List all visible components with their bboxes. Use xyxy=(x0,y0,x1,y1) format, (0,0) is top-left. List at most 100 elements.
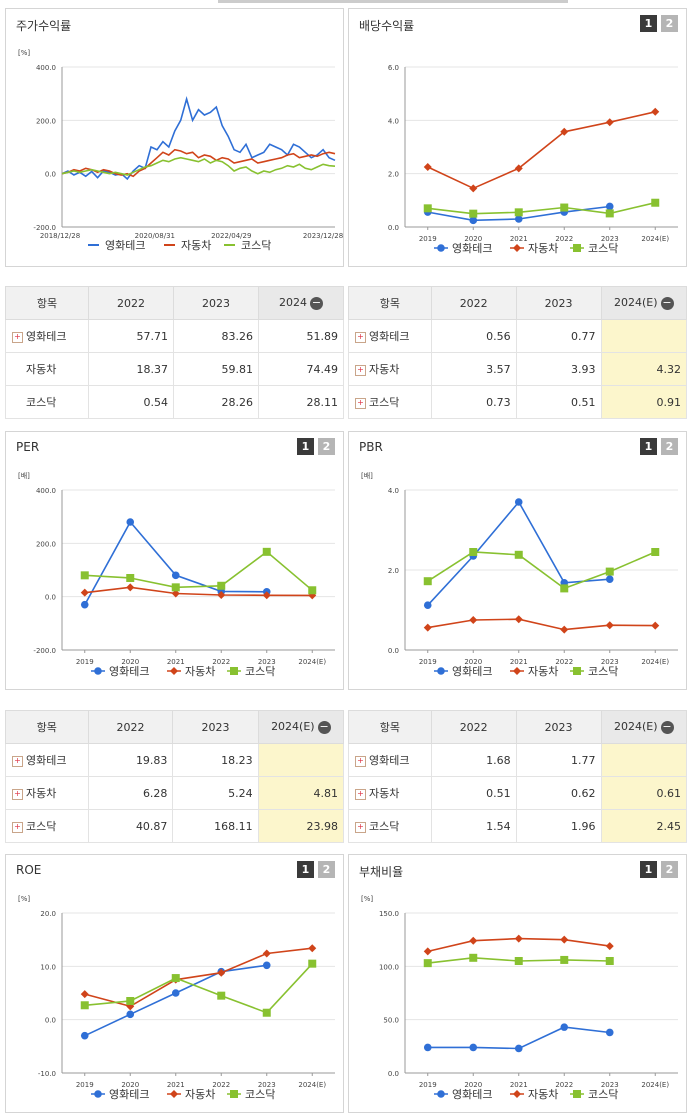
row-name[interactable]: + 코스닥 xyxy=(5,809,89,843)
data-point xyxy=(560,625,569,634)
row-name[interactable]: + 코스닥 xyxy=(348,809,432,843)
data-point xyxy=(80,1001,89,1010)
tab-2[interactable]: 2 xyxy=(318,438,335,455)
row-name[interactable]: + 영화테크 xyxy=(348,319,432,353)
table-cell: 28.11 xyxy=(257,385,345,419)
tab-1[interactable]: 1 xyxy=(640,438,657,455)
legend-label: 자동차 xyxy=(185,665,215,678)
table-cell: 83.26 xyxy=(172,319,259,353)
data-point xyxy=(605,1028,614,1037)
expand-icon[interactable]: + xyxy=(12,755,23,767)
tab-1[interactable]: 1 xyxy=(297,438,314,455)
tab-1[interactable]: 1 xyxy=(297,861,314,878)
x-tick-label: 2020 xyxy=(464,235,482,243)
data-point xyxy=(651,198,660,207)
table-cell: 2.45 xyxy=(600,809,687,843)
data-point xyxy=(217,581,226,590)
table-cell: 0.54 xyxy=(87,385,174,419)
row-name[interactable]: + 자동차 xyxy=(5,776,89,810)
expand-icon[interactable]: + xyxy=(12,788,23,800)
table-header-cell: 2022 xyxy=(430,710,517,744)
row-name[interactable]: + 자동차 xyxy=(348,776,432,810)
data-point xyxy=(469,953,478,962)
table-header-cell: 항목 xyxy=(5,710,89,744)
tab-2[interactable]: 2 xyxy=(661,15,678,32)
table-row: 자동차 18.37 59.81 74.49 xyxy=(5,352,345,386)
data-point xyxy=(262,949,271,958)
table-cell: 0.73 xyxy=(430,385,517,419)
tab-2[interactable]: 2 xyxy=(318,861,335,878)
y-tick-label: 0.0 xyxy=(388,1070,399,1078)
tab-2[interactable]: 2 xyxy=(661,861,678,878)
data-point xyxy=(423,959,432,968)
expand-icon[interactable]: + xyxy=(355,755,366,767)
collapse-icon[interactable]: − xyxy=(317,719,331,734)
data-point xyxy=(80,588,89,597)
data-point xyxy=(80,990,89,999)
data-point xyxy=(514,957,523,965)
expand-icon[interactable]: + xyxy=(355,397,366,409)
tab-1[interactable]: 1 xyxy=(640,861,657,878)
table-row: + 영화테크 57.71 83.26 51.89 xyxy=(5,319,345,353)
expand-icon[interactable]: + xyxy=(355,788,366,800)
table-header-cell: 2023 xyxy=(515,710,602,744)
table-row: + 자동차 3.57 3.93 4.32 xyxy=(348,352,687,386)
row-name: 자동차 xyxy=(5,352,89,386)
table-cell: 0.77 xyxy=(515,319,602,353)
row-name[interactable]: + 자동차 xyxy=(348,352,432,386)
table-header-cell: 2022 xyxy=(430,286,517,320)
collapse-icon[interactable]: − xyxy=(660,719,674,734)
row-name[interactable]: + 코스닥 xyxy=(348,385,432,419)
stock-return-table: 항목 2022 2023 2024− + 영화테크 57.71 83.26 51.89 자동차 18… xyxy=(5,286,345,419)
x-tick-label: 2021 xyxy=(167,1081,185,1089)
table-cell: 0.61 xyxy=(600,776,687,810)
data-point xyxy=(469,936,478,945)
table-cell: 5.24 xyxy=(172,776,259,810)
x-tick-label: 2023 xyxy=(601,1081,619,1089)
tab-1[interactable]: 1 xyxy=(640,15,657,32)
x-tick-label: 2024(E) xyxy=(641,658,669,666)
collapse-icon[interactable]: − xyxy=(660,295,674,310)
data-point xyxy=(514,208,523,217)
expand-icon[interactable]: + xyxy=(355,821,366,833)
x-tick-label: 2022 xyxy=(555,1081,573,1089)
expand-icon[interactable]: + xyxy=(12,331,23,343)
data-point xyxy=(94,1090,102,1098)
table-cell: 6.28 xyxy=(87,776,174,810)
row-name[interactable]: + 영화테크 xyxy=(348,743,432,777)
data-point xyxy=(514,934,523,943)
data-point xyxy=(126,1010,135,1019)
axis-unit: [%] xyxy=(361,895,373,903)
expand-icon[interactable]: + xyxy=(355,331,366,343)
table-header-cell: 2022 xyxy=(87,710,174,744)
tab-2[interactable]: 2 xyxy=(661,438,678,455)
panel-title: 주가수익률 xyxy=(16,19,72,33)
axis-unit: [%] xyxy=(18,895,30,903)
legend-label: 코스닥 xyxy=(588,242,618,255)
dividend-table: 항목 2022 2023 2024(E) − + 영화테크 0.56 0.77 + 자동차 3.57 3… xyxy=(348,286,687,419)
row-name[interactable]: + 영화테크 xyxy=(5,319,89,353)
x-tick-label: 2024(E) xyxy=(641,1081,669,1089)
table-header-cell: 2024− xyxy=(257,286,345,320)
data-point xyxy=(230,667,238,675)
expand-icon[interactable]: + xyxy=(12,821,23,833)
table-row: + 영화테크 1.68 1.77 xyxy=(348,743,687,777)
expand-icon[interactable]: + xyxy=(355,364,366,376)
table-cell: 57.71 xyxy=(87,319,174,353)
data-point xyxy=(126,997,135,1005)
data-point xyxy=(423,163,432,171)
data-point xyxy=(437,244,445,252)
data-point xyxy=(469,548,478,556)
data-point xyxy=(560,127,569,136)
table-cell: 18.37 xyxy=(87,352,174,386)
collapse-icon[interactable]: − xyxy=(309,295,323,310)
axis-unit: [%] xyxy=(18,49,30,57)
data-point xyxy=(469,216,478,225)
series-line xyxy=(84,586,313,597)
x-tick-label: 2019 xyxy=(419,658,437,666)
data-point xyxy=(308,944,317,953)
data-point xyxy=(126,518,135,526)
row-name[interactable]: + 영화테크 xyxy=(5,743,89,777)
x-tick-label: 2020 xyxy=(464,1081,482,1089)
